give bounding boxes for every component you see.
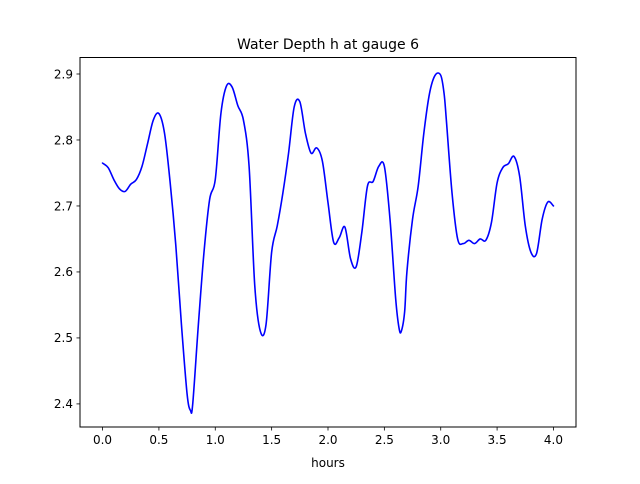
y-tick-label: 2.8 bbox=[54, 133, 73, 147]
x-tick-label: 2.0 bbox=[318, 433, 337, 447]
y-tick-label: 2.9 bbox=[54, 67, 73, 81]
x-axis-ticks: 0.0 0.5 1.0 1.5 2.0 2.5 3.0 3.5 4.0 bbox=[93, 427, 563, 447]
y-tick-label: 2.6 bbox=[54, 265, 73, 279]
series-line bbox=[101, 72, 555, 414]
series-layer bbox=[101, 72, 555, 414]
x-tick-label: 1.5 bbox=[262, 433, 281, 447]
y-tick-label: 2.5 bbox=[54, 331, 73, 345]
x-tick-label: 0.5 bbox=[149, 433, 168, 447]
x-tick-label: 0.0 bbox=[93, 433, 112, 447]
x-tick-label: 3.0 bbox=[431, 433, 450, 447]
y-tick-label: 2.7 bbox=[54, 199, 73, 213]
chart-title: Water Depth h at gauge 6 bbox=[237, 37, 419, 53]
plot-frame bbox=[79, 57, 577, 428]
x-tick-label: 3.5 bbox=[488, 433, 507, 447]
x-tick-label: 1.0 bbox=[206, 433, 225, 447]
plot-area bbox=[80, 57, 576, 427]
y-tick-label: 2.4 bbox=[54, 397, 73, 411]
x-axis-label: hours bbox=[311, 456, 345, 470]
x-tick-label: 4.0 bbox=[544, 433, 563, 447]
x-tick-label: 2.5 bbox=[375, 433, 394, 447]
y-axis-ticks: 2.4 2.5 2.6 2.7 2.8 2.9 bbox=[54, 67, 80, 411]
